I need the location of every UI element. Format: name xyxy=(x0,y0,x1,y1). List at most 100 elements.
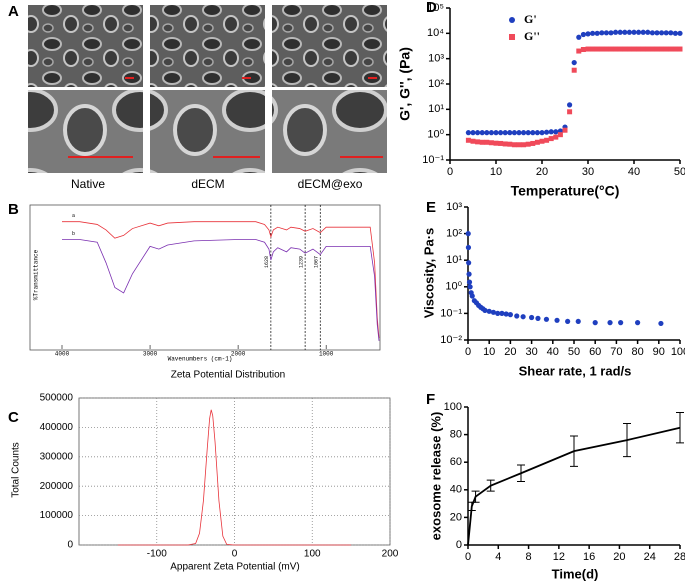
x-tick-label: 50 xyxy=(568,346,580,358)
point xyxy=(467,284,473,290)
point xyxy=(484,130,490,136)
y-tick-label: 10⁻² xyxy=(440,334,462,346)
point xyxy=(659,30,665,36)
point xyxy=(617,29,623,35)
point xyxy=(571,67,577,73)
y-tick-label: 10⁵ xyxy=(427,2,444,14)
x-tick-label: 40 xyxy=(628,166,640,178)
point xyxy=(530,130,536,136)
point xyxy=(608,46,614,52)
point xyxy=(521,130,527,136)
point xyxy=(548,129,554,135)
y-tick-label: 10¹ xyxy=(428,103,444,115)
point xyxy=(677,30,683,36)
point xyxy=(576,34,582,40)
x-tick-label: 90 xyxy=(653,346,665,358)
y-tick-label: 100 xyxy=(444,401,462,413)
point xyxy=(636,29,642,35)
x-tick-label: 2000 xyxy=(231,351,246,358)
point xyxy=(544,129,550,135)
point xyxy=(502,141,508,147)
x-tick-label: 80 xyxy=(631,346,643,358)
point xyxy=(585,46,591,52)
point xyxy=(613,46,619,52)
point xyxy=(539,138,545,144)
data-line xyxy=(62,221,380,339)
point xyxy=(645,46,651,52)
point xyxy=(490,309,497,315)
point xyxy=(534,139,540,145)
point xyxy=(590,46,596,52)
point xyxy=(663,30,669,36)
annotation: 1239 xyxy=(298,256,304,268)
image-label: dECM xyxy=(191,177,224,191)
x-tick-label: 10 xyxy=(490,166,502,178)
point xyxy=(502,130,508,136)
x-tick-label: 60 xyxy=(589,346,601,358)
error-bar xyxy=(676,412,684,444)
point xyxy=(565,318,571,325)
point xyxy=(507,141,513,147)
y-axis-title: G', G'', (Pa) xyxy=(397,47,413,121)
point xyxy=(469,293,475,299)
y-tick-label: 10⁻¹ xyxy=(440,307,462,319)
y-axis-title: exosome release (%) xyxy=(428,412,443,541)
x-tick-label: 1000 xyxy=(319,351,334,358)
y-tick-label: 40 xyxy=(450,484,462,496)
annotation: 1067 xyxy=(314,256,320,268)
x-tick-label: 0 xyxy=(447,166,453,178)
x-tick-label: 30 xyxy=(525,346,537,358)
sem-image xyxy=(272,90,387,173)
point xyxy=(548,136,554,142)
series-label: a xyxy=(72,213,75,219)
point xyxy=(514,313,520,319)
x-tick-label: 40 xyxy=(547,346,559,358)
x-tick-label: 12 xyxy=(553,551,565,563)
point xyxy=(608,30,614,36)
point xyxy=(592,320,598,326)
image-label: dECM@exo xyxy=(298,177,363,191)
point xyxy=(486,308,492,314)
panel-label: A xyxy=(8,3,19,20)
x-tick-label: 100 xyxy=(304,549,321,560)
y-tick-label: 10² xyxy=(446,228,462,240)
point xyxy=(607,320,613,326)
sem-image xyxy=(28,90,143,173)
y-tick-label: 10⁴ xyxy=(427,27,444,39)
point xyxy=(475,139,481,145)
y-tick-label: 10⁻¹ xyxy=(422,154,444,166)
x-tick-label: 20 xyxy=(504,346,516,358)
point xyxy=(622,46,628,52)
x-tick-label: 0 xyxy=(465,551,471,563)
y-tick-label: 10³ xyxy=(428,53,444,65)
panel-a: A Native dECM dECM@exo xyxy=(8,3,387,191)
point xyxy=(479,139,485,145)
point xyxy=(585,31,591,37)
point xyxy=(575,318,581,325)
point xyxy=(511,130,517,136)
y-tick-label: 60 xyxy=(450,456,462,468)
point xyxy=(599,46,605,52)
plot-frame xyxy=(78,397,391,546)
point xyxy=(553,134,559,140)
point xyxy=(470,130,476,136)
point xyxy=(668,46,674,52)
point xyxy=(594,46,600,52)
error-bar xyxy=(570,435,578,467)
point xyxy=(654,46,660,52)
point xyxy=(498,140,504,146)
point xyxy=(576,48,582,54)
point xyxy=(503,311,509,317)
annotation: 1628 xyxy=(264,256,270,268)
point xyxy=(562,127,568,133)
image-label: Native xyxy=(71,177,105,191)
point xyxy=(636,46,642,52)
x-tick-label: 30 xyxy=(582,166,594,178)
point xyxy=(553,129,559,135)
panel-label: F xyxy=(426,391,435,408)
point xyxy=(677,46,683,52)
panel-label: C xyxy=(8,409,19,426)
x-axis-title: Apparent Zeta Potential (mV) xyxy=(170,562,300,573)
x-tick-label: 10 xyxy=(483,346,495,358)
x-tick-label: 4000 xyxy=(55,351,70,358)
